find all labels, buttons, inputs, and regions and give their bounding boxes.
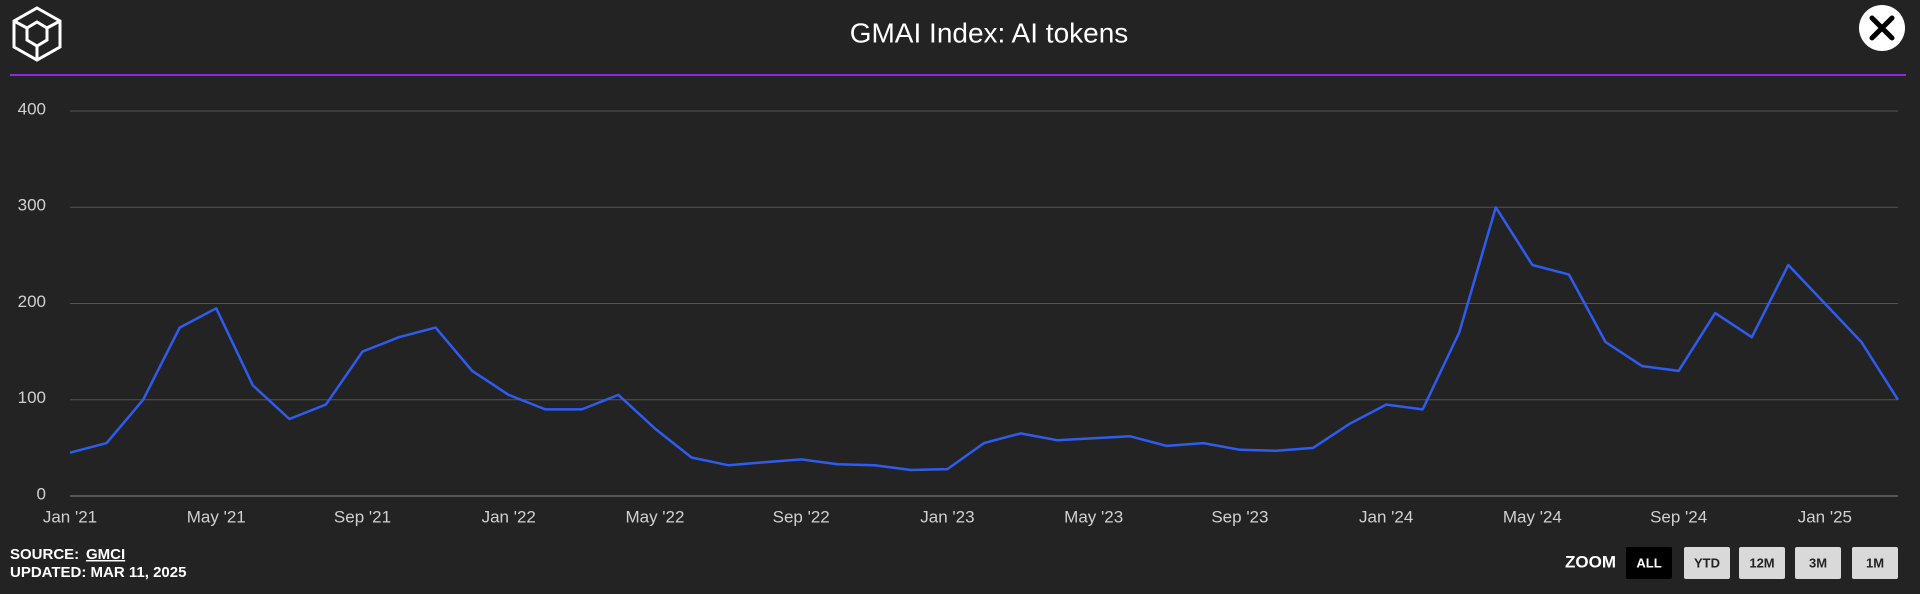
zoom-button[interactable]: [1626, 547, 1672, 579]
plot: 0 100 200 300 400 Jan '21 May '21 Sep '21 Jan '2…: [18, 99, 1900, 526]
zoom-button-label[interactable]: 1M: [1866, 555, 1884, 570]
x-tick-label: Jan '24: [1359, 507, 1413, 526]
data-line: [69, 206, 1900, 472]
close-button[interactable]: [1859, 5, 1905, 51]
x-tick-label: Jan '22: [482, 507, 536, 526]
x-tick-label: Sep '24: [1650, 507, 1707, 526]
x-tick-label: Jan '23: [920, 507, 974, 526]
x-tick-label: May '21: [187, 507, 246, 526]
y-tick-label: 0: [37, 484, 46, 503]
y-tick-label: 300: [18, 196, 46, 215]
zoom-label: ZOOM: [1565, 552, 1616, 571]
x-tick-label: May '22: [625, 507, 684, 526]
zoom-button-label[interactable]: YTD: [1694, 555, 1720, 570]
zoom-button[interactable]: [1739, 547, 1785, 579]
source-label: SOURCE:: [10, 546, 79, 563]
x-tick-label: Sep '22: [773, 507, 830, 526]
y-tick-label: 400: [18, 99, 46, 118]
y-tick-label: 100: [18, 388, 46, 407]
x-tick-label: May '24: [1503, 507, 1562, 526]
x-tick-label: Jan '25: [1798, 507, 1852, 526]
zoom-button-label[interactable]: 3M: [1809, 555, 1827, 570]
updated-date: UPDATED: MAR 11, 2025: [10, 564, 186, 581]
x-tick-label: Sep '23: [1211, 507, 1268, 526]
source-link[interactable]: GMCI: [86, 546, 125, 563]
x-tick-label: Sep '21: [334, 507, 391, 526]
zoom-button[interactable]: [1795, 547, 1841, 579]
zoom-buttons: ALL YTD 12M 3M 1M: [1626, 547, 1898, 579]
zoom-button[interactable]: [1852, 547, 1898, 579]
x-tick-label: Jan '21: [43, 507, 97, 526]
zoom-button[interactable]: [1684, 547, 1730, 579]
y-tick-label: 200: [18, 292, 46, 311]
logo[interactable]: [12, 6, 62, 62]
zoom-button-label[interactable]: 12M: [1749, 555, 1774, 570]
x-tick-label: May '23: [1064, 507, 1123, 526]
chart-title: GMAI Index: AI tokens: [850, 17, 1129, 48]
zoom-button-label[interactable]: ALL: [1636, 555, 1661, 570]
